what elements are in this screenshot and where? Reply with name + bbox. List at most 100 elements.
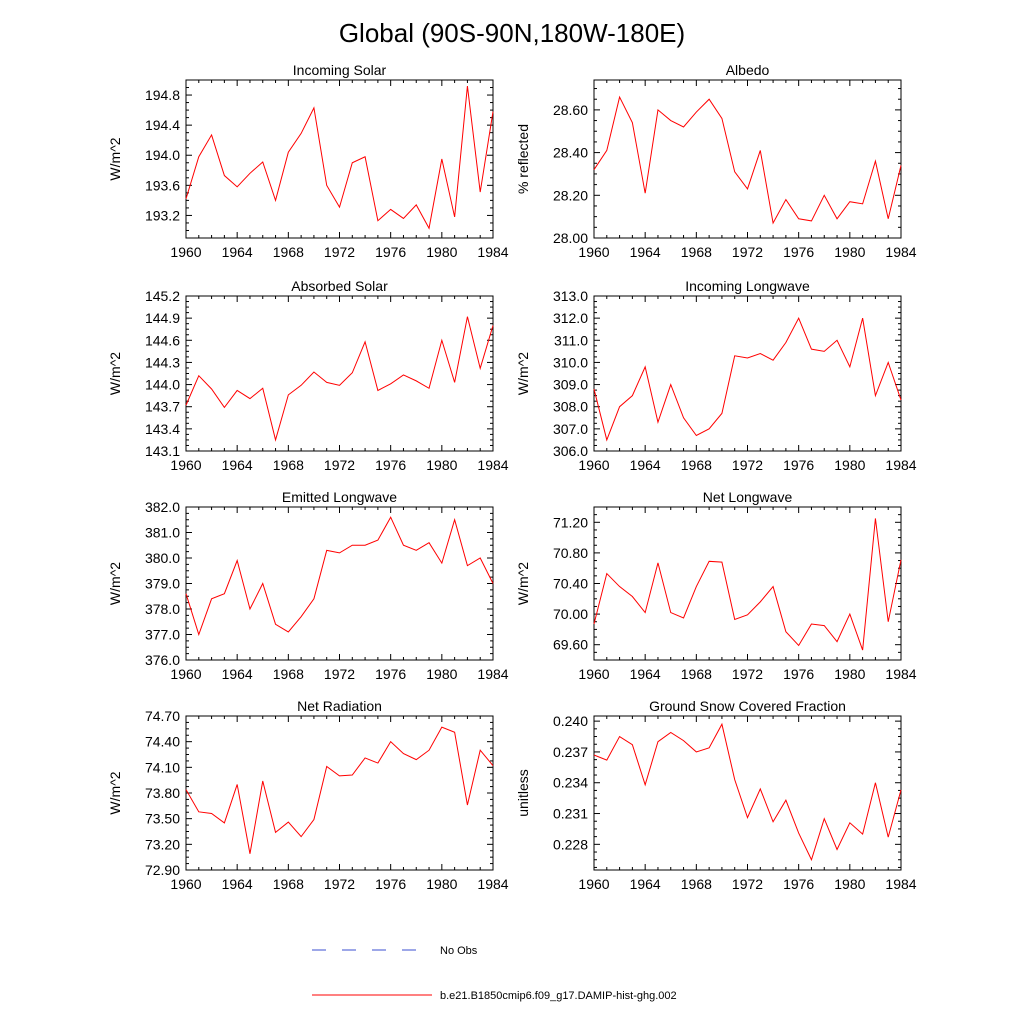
y-axis-label: % reflected [515,124,531,194]
y-tick-label: 0.234 [553,775,588,791]
panel-6: Net Radiation W/m^2 1960 1964 1968 1972 1976 19… [107,698,509,892]
legend-model-label: b.e21.B1850cmip6.f09_g17.DAMIP-hist-ghg.… [440,990,677,1002]
x-tick-label: 1980 [426,457,457,473]
series-line [593,95,902,225]
x-tick-label: 1964 [630,666,661,682]
y-tick-label: 28.00 [553,230,588,246]
x-tick-label: 1972 [732,457,763,473]
y-tick-label: 193.6 [145,177,180,193]
x-tick-label: 1972 [732,666,763,682]
series-line [185,316,494,442]
legend-obs-label: No Obs [440,945,478,957]
y-tick-label: 376.0 [145,652,180,668]
y-tick-label: 74.70 [145,708,180,724]
x-tick-label: 1960 [578,244,609,260]
y-tick-label: 28.60 [553,102,588,118]
x-tick-label: 1984 [477,876,508,892]
x-tick-label: 1968 [273,876,304,892]
x-tick-label: 1980 [834,457,865,473]
y-tick-label: 382.0 [145,499,180,515]
series-line [185,726,494,854]
y-tick-label: 0.228 [553,836,588,852]
panel-title: Absorbed Solar [291,278,388,294]
y-tick-label: 144.6 [145,332,180,348]
x-tick-label: 1984 [885,457,916,473]
panel-title: Net Longwave [703,489,793,505]
x-tick-label: 1976 [375,666,406,682]
legend: No Obs b.e21.B1850cmip6.f09_g17.DAMIP-hi… [312,945,677,1002]
y-tick-label: 70.80 [553,545,588,561]
x-tick-label: 1964 [222,244,253,260]
x-tick-label: 1980 [834,666,865,682]
y-axis-label: W/m^2 [107,771,123,814]
y-tick-label: 144.9 [145,310,180,326]
panel-7: Ground Snow Covered Fraction unitless 1960… [515,698,917,892]
panel-4: Emitted Longwave W/m^2 1960 1964 1968 1972 197… [107,489,509,682]
x-tick-label: 1984 [885,244,916,260]
x-tick-label: 1960 [170,457,201,473]
y-tick-label: 377.0 [145,627,180,643]
plot-frame [593,295,902,452]
y-tick-label: 143.4 [145,421,180,437]
plot-frame [185,79,494,239]
y-tick-label: 143.1 [145,443,180,459]
x-tick-label: 1960 [578,876,609,892]
y-tick-label: 312.0 [553,310,588,326]
y-axis-label: W/m^2 [515,352,531,395]
y-tick-label: 0.237 [553,744,588,760]
figure-title: Global (90S-90N,180W-180E) [339,18,685,48]
x-tick-label: 1968 [681,666,712,682]
y-tick-label: 73.80 [145,785,180,801]
panel-title: Albedo [726,62,770,78]
x-tick-label: 1968 [681,457,712,473]
x-tick-label: 1960 [578,457,609,473]
x-tick-label: 1984 [477,457,508,473]
plot-frame [185,506,494,661]
plot-frame [593,506,902,661]
x-tick-label: 1976 [375,876,406,892]
x-tick-label: 1960 [170,244,201,260]
x-tick-label: 1960 [170,666,201,682]
panel-0: Incoming Solar W/m^2 1960 1964 1968 1972 1976 1… [107,62,509,260]
x-tick-label: 1960 [578,666,609,682]
panels: Incoming Solar W/m^2 1960 1964 1968 1972 1976 1… [107,62,917,892]
y-tick-label: 0.240 [553,713,588,729]
panel-title: Incoming Solar [293,62,387,78]
y-tick-label: 69.60 [553,637,588,653]
y-tick-label: 73.50 [145,811,180,827]
plot-frame [593,79,902,239]
y-tick-label: 72.90 [145,862,180,878]
x-tick-label: 1972 [732,244,763,260]
y-axis-label: W/m^2 [107,352,123,395]
y-tick-label: 311.0 [554,332,588,348]
series-line [593,518,902,651]
y-axis-label: W/m^2 [107,562,123,605]
series-line [593,316,902,442]
y-tick-label: 194.8 [145,87,180,103]
x-tick-label: 1984 [885,666,916,682]
y-tick-label: 378.0 [145,601,180,617]
y-tick-label: 313.0 [553,288,588,304]
x-tick-label: 1968 [681,876,712,892]
y-tick-label: 0.231 [553,806,588,822]
y-tick-label: 71.20 [553,514,588,530]
x-tick-label: 1984 [885,876,916,892]
y-tick-label: 381.0 [145,525,180,541]
plot-frame [185,295,494,452]
x-tick-label: 1964 [222,457,253,473]
panel-1: Albedo % reflected 1960 1964 1968 1972 1976 198… [515,62,917,260]
y-tick-label: 380.0 [145,550,180,566]
x-tick-label: 1984 [477,666,508,682]
x-tick-label: 1972 [324,876,355,892]
y-tick-label: 28.20 [553,187,588,203]
panel-title: Net Radiation [297,698,382,714]
x-tick-label: 1980 [834,244,865,260]
x-tick-label: 1968 [273,457,304,473]
y-tick-label: 307.0 [553,421,588,437]
x-tick-label: 1980 [426,244,457,260]
x-tick-label: 1964 [630,876,661,892]
y-tick-label: 193.2 [145,207,180,223]
y-tick-label: 310.0 [553,354,588,370]
y-axis-label: unitless [515,769,531,816]
